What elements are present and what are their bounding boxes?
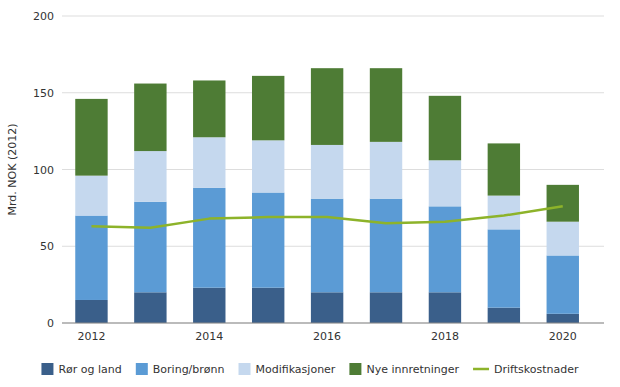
bar xyxy=(193,288,225,323)
bar xyxy=(75,216,107,300)
bar xyxy=(252,288,284,323)
legend-item: Rør og land xyxy=(41,363,121,376)
bar xyxy=(134,84,166,152)
bar xyxy=(547,314,579,323)
legend-item: Modifikasjoner xyxy=(239,363,336,376)
legend-label: Nye innretninger xyxy=(366,363,459,376)
bar xyxy=(193,188,225,288)
line xyxy=(91,206,562,227)
bar xyxy=(370,292,402,323)
legend-label: Modifikasjoner xyxy=(256,363,336,376)
bar xyxy=(429,96,461,160)
x-axis-line xyxy=(62,323,604,324)
x-tick-label: 2018 xyxy=(431,330,459,343)
legend-swatch xyxy=(349,363,361,375)
bar xyxy=(370,142,402,199)
y-tick-label: 200 xyxy=(33,10,54,23)
grid-line xyxy=(62,323,604,324)
bar xyxy=(429,160,461,206)
bar xyxy=(75,300,107,323)
x-tick-label: 2012 xyxy=(77,330,105,343)
bar xyxy=(547,255,579,313)
bar xyxy=(370,199,402,293)
legend-swatch xyxy=(136,363,148,375)
bar xyxy=(488,229,520,307)
bar xyxy=(547,185,579,222)
bar xyxy=(311,145,343,199)
y-axis-label: Mrd. NOK (2012) xyxy=(6,124,19,216)
y-tick-label: 150 xyxy=(33,87,54,100)
legend-swatch xyxy=(239,363,251,375)
x-tick-label: 2014 xyxy=(195,330,223,343)
y-tick-label: 0 xyxy=(47,317,54,330)
legend-label: Rør og land xyxy=(58,363,121,376)
bar xyxy=(488,143,520,195)
grid-line xyxy=(62,16,604,17)
plot-area xyxy=(75,68,579,323)
bar xyxy=(134,151,166,202)
legend-label: Driftskostnader xyxy=(494,363,579,376)
bar xyxy=(252,76,284,140)
bar xyxy=(488,308,520,323)
bar xyxy=(311,292,343,323)
y-tick-label: 50 xyxy=(40,240,54,253)
bar xyxy=(134,292,166,323)
chart: 0 50 100 150 200 2012 2014 2016 2018 2020 Mrd. NOK… xyxy=(0,0,620,387)
legend-item: Boring/brønn xyxy=(136,363,225,376)
grid xyxy=(62,16,604,323)
bar xyxy=(370,68,402,142)
bar xyxy=(252,193,284,288)
bar xyxy=(252,140,284,192)
legend-item: Nye innretninger xyxy=(349,363,459,376)
bar xyxy=(75,99,107,176)
bar xyxy=(75,176,107,216)
legend: Rør og land Boring/brønn Modifikasjoner Nye… xyxy=(41,363,579,376)
x-tick-label: 2016 xyxy=(313,330,341,343)
bar xyxy=(193,137,225,188)
legend-swatch xyxy=(473,368,489,371)
bar xyxy=(311,68,343,145)
bar xyxy=(488,196,520,230)
bar xyxy=(429,206,461,292)
bar xyxy=(547,222,579,256)
bar xyxy=(311,199,343,293)
bar xyxy=(134,202,166,293)
y-tick-label: 100 xyxy=(33,164,54,177)
x-tick-label: 2020 xyxy=(549,330,577,343)
legend-item: Driftskostnader xyxy=(473,363,579,376)
bar xyxy=(429,292,461,323)
bar xyxy=(193,80,225,137)
legend-label: Boring/brønn xyxy=(153,363,225,376)
legend-swatch xyxy=(41,363,53,375)
